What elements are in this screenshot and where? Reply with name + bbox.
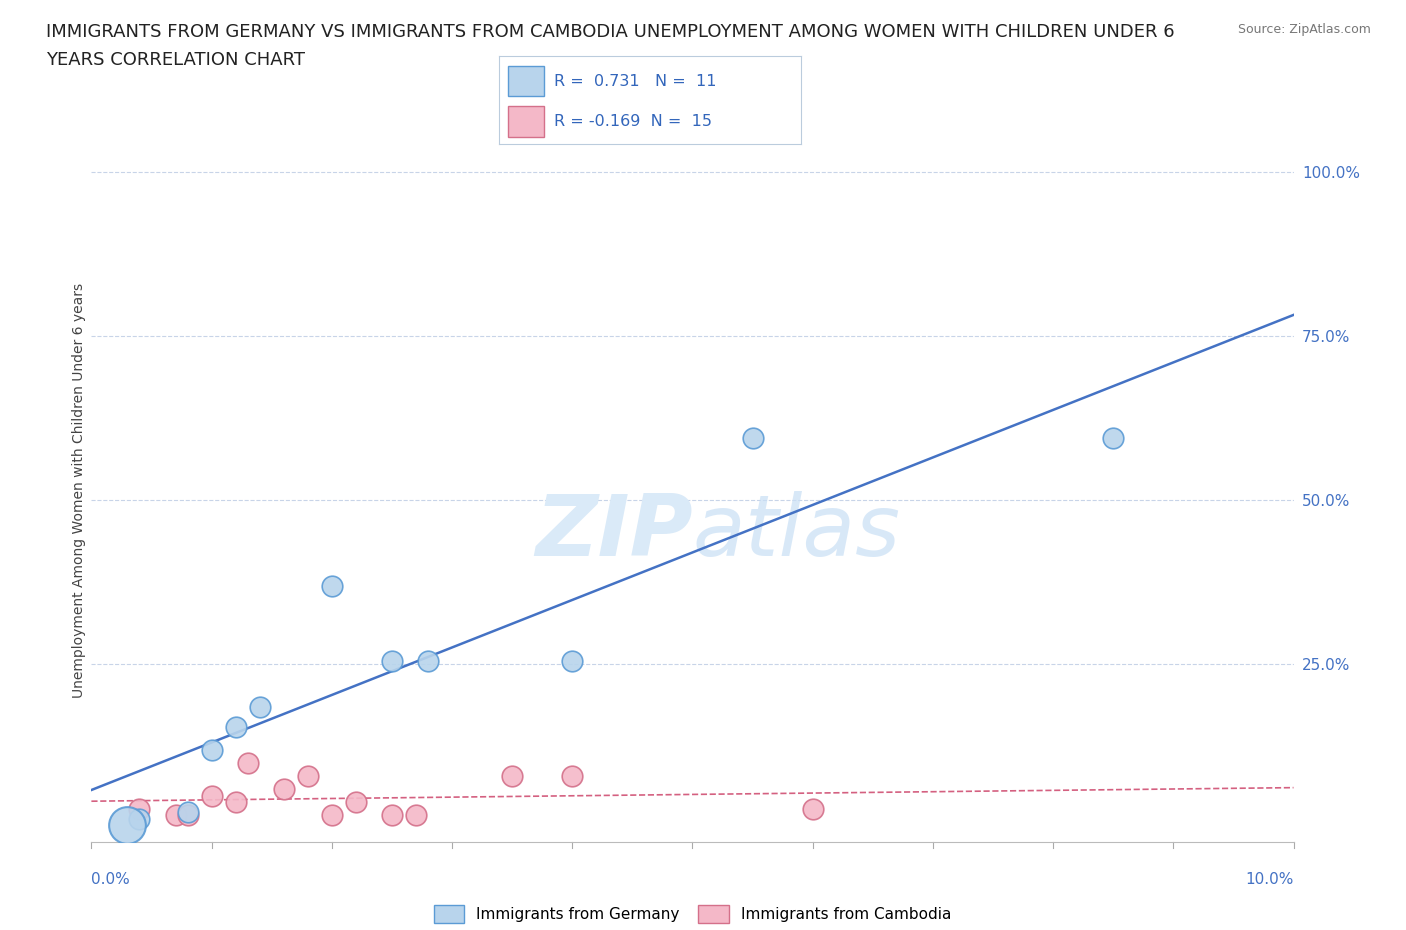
Point xyxy=(128,811,150,826)
Point xyxy=(561,768,583,783)
Point xyxy=(416,654,439,669)
Point xyxy=(117,817,139,832)
Point xyxy=(201,789,224,804)
Point xyxy=(801,802,824,817)
Text: 0.0%: 0.0% xyxy=(91,872,131,887)
Point xyxy=(236,755,259,770)
Point xyxy=(344,795,367,810)
Point xyxy=(176,804,198,819)
Point xyxy=(128,802,150,817)
Text: IMMIGRANTS FROM GERMANY VS IMMIGRANTS FROM CAMBODIA UNEMPLOYMENT AMONG WOMEN WIT: IMMIGRANTS FROM GERMANY VS IMMIGRANTS FR… xyxy=(46,23,1175,41)
Point xyxy=(561,654,583,669)
Point xyxy=(273,782,295,797)
Point xyxy=(225,720,247,735)
Text: YEARS CORRELATION CHART: YEARS CORRELATION CHART xyxy=(46,51,305,69)
Point xyxy=(176,808,198,823)
Point xyxy=(405,808,427,823)
Text: R = -0.169  N =  15: R = -0.169 N = 15 xyxy=(554,113,711,128)
Text: atlas: atlas xyxy=(692,491,900,574)
Text: ZIP: ZIP xyxy=(534,491,692,574)
Point xyxy=(381,808,404,823)
Y-axis label: Unemployment Among Women with Children Under 6 years: Unemployment Among Women with Children U… xyxy=(72,283,86,698)
Point xyxy=(741,431,763,445)
Point xyxy=(297,768,319,783)
Point xyxy=(501,768,523,783)
Point xyxy=(321,808,343,823)
Bar xyxy=(508,65,544,97)
Text: 10.0%: 10.0% xyxy=(1246,872,1294,887)
Text: Source: ZipAtlas.com: Source: ZipAtlas.com xyxy=(1237,23,1371,36)
Point xyxy=(249,699,271,714)
Point xyxy=(1102,431,1125,445)
Point xyxy=(165,808,187,823)
Legend: Immigrants from Germany, Immigrants from Cambodia: Immigrants from Germany, Immigrants from… xyxy=(427,899,957,929)
Text: R =  0.731   N =  11: R = 0.731 N = 11 xyxy=(554,73,716,89)
Point xyxy=(321,578,343,593)
Bar xyxy=(508,106,544,137)
Point xyxy=(381,654,404,669)
Point xyxy=(225,795,247,810)
Point xyxy=(201,742,224,757)
